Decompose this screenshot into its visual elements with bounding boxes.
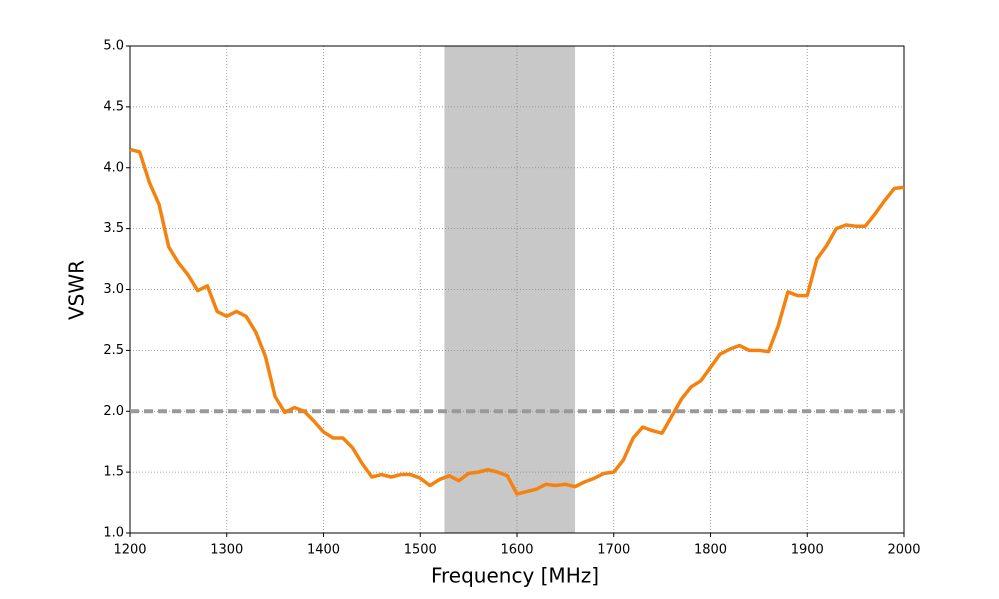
y-tick-label: 3.5 <box>103 221 124 236</box>
x-tick-label: 2000 <box>887 543 920 558</box>
y-axis-label: VSWR <box>65 260 89 320</box>
x-tick-label: 1400 <box>307 543 340 558</box>
y-tick-label: 3.0 <box>103 282 124 297</box>
data-line <box>129 147 905 496</box>
x-tick-label: 1900 <box>791 543 824 558</box>
plot-frame <box>129 45 905 534</box>
y-tick-label: 4.0 <box>103 160 124 175</box>
x-tick-label: 1500 <box>404 543 437 558</box>
y-tick-label: 2.5 <box>103 343 124 358</box>
y-tick-label: 1.0 <box>103 526 124 541</box>
y-tick-label: 5.0 <box>103 39 124 54</box>
x-tick-label: 1300 <box>210 543 243 558</box>
x-tick-label: 1200 <box>113 543 146 558</box>
shaded-region <box>444 46 576 533</box>
x-tick-label: 1800 <box>694 543 727 558</box>
y-tick-label: 2.0 <box>103 404 124 419</box>
y-tick-label: 4.5 <box>103 99 124 114</box>
x-tick-label: 1700 <box>597 543 630 558</box>
x-axis-label: Frequency [MHz] <box>431 564 599 588</box>
y-tick-label: 1.5 <box>103 465 124 480</box>
x-tick-label: 1600 <box>500 543 533 558</box>
